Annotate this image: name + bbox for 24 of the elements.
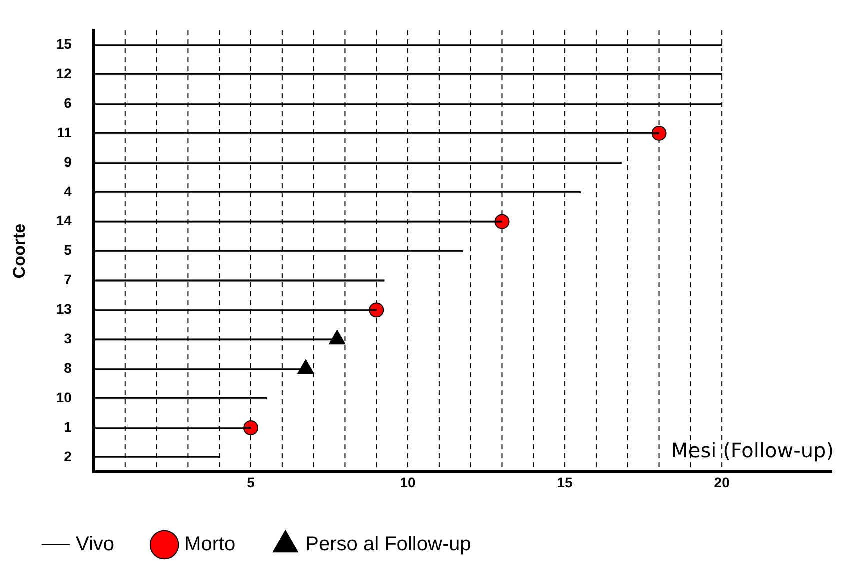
legend-label: Morto [184, 534, 236, 556]
y-tick-label: 15 [56, 36, 72, 52]
y-tick-label: 1 [64, 418, 72, 435]
y-tick-label: 6 [64, 94, 72, 111]
y-tick-label: 11 [57, 124, 72, 140]
y-tick-label: 5 [64, 242, 72, 258]
legend-label: Perso al Follow-up [306, 534, 472, 556]
y-tick-label: 10 [56, 389, 72, 406]
y-tick-label: 7 [64, 272, 72, 288]
x-tick-label: 15 [557, 474, 574, 490]
y-tick-label: 8 [64, 360, 72, 376]
x-tick-label: 5 [247, 474, 256, 490]
x-axis-title: Mesi (Follow-up) [671, 438, 834, 462]
y-tick-label: 4 [64, 183, 72, 200]
y-tick-label: 3 [64, 330, 72, 347]
y-tick-label: 14 [56, 212, 72, 229]
y-axis-title: Coorte [10, 224, 29, 279]
y-tick-label: 12 [56, 65, 72, 82]
x-tick-label: 20 [714, 474, 730, 490]
y-tick-label: 9 [64, 154, 72, 170]
x-tick-label: 10 [400, 474, 416, 490]
y-tick-label: 13 [56, 301, 72, 318]
legend-label: Vivo [76, 534, 115, 556]
y-tick-label: 2 [64, 448, 72, 464]
